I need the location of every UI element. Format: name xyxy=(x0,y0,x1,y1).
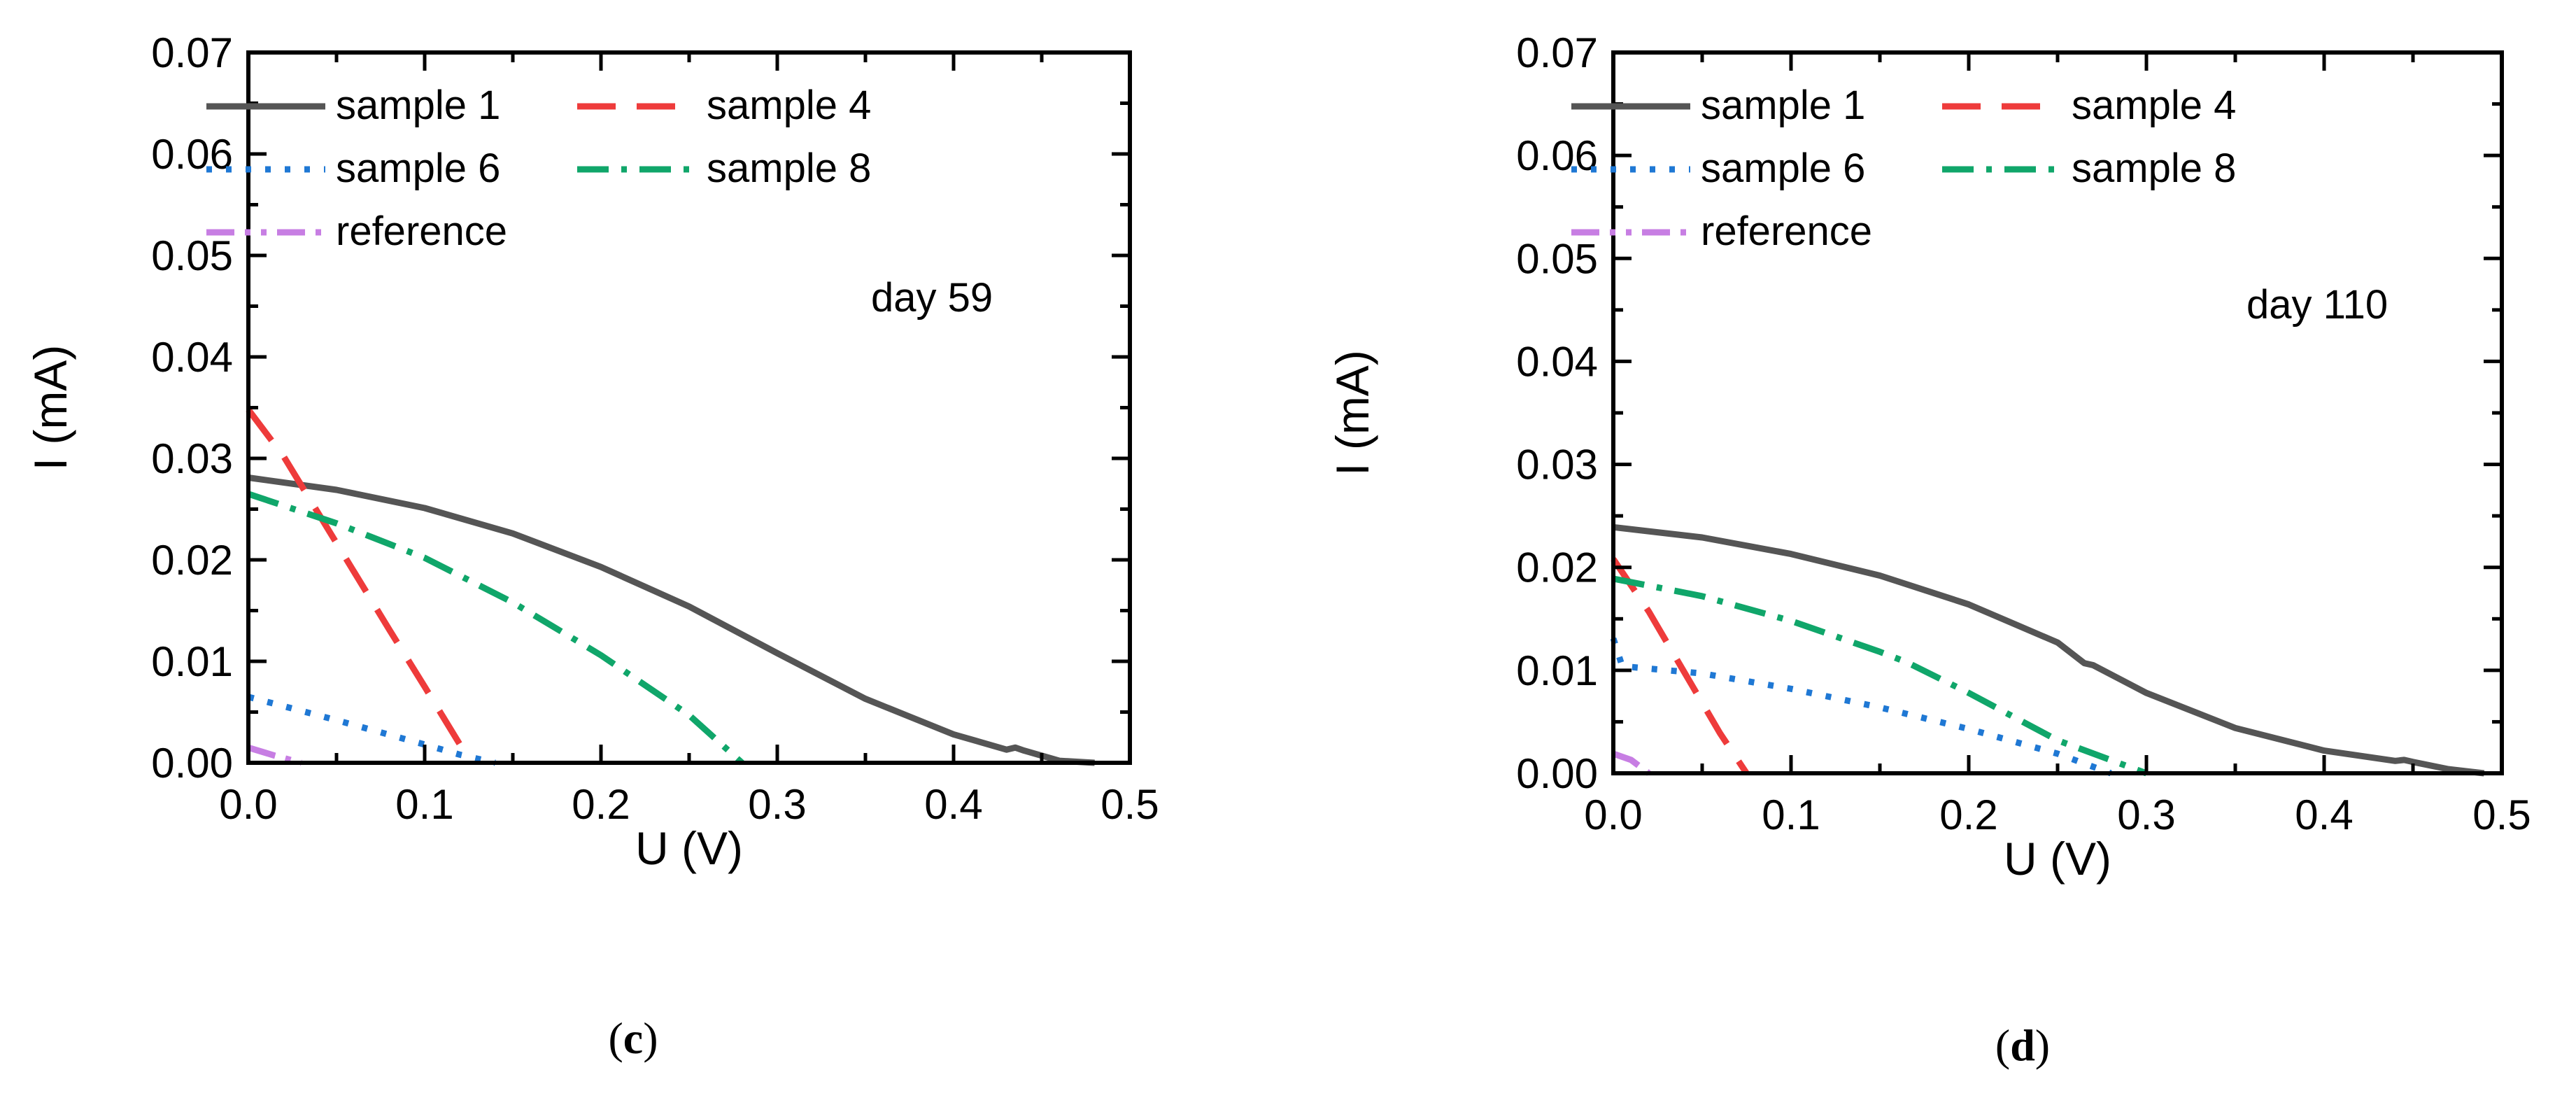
x-tick-label: 0.5 xyxy=(1101,781,1159,828)
day-annotation: day 110 xyxy=(2246,282,2388,328)
series-line-sample-6 xyxy=(247,694,496,766)
caption-open: ( xyxy=(608,1013,623,1063)
y-tick-label: 0.06 xyxy=(151,131,233,178)
caption-letter: d xyxy=(2010,1020,2035,1070)
y-axis-title: I (mA) xyxy=(1326,350,1378,476)
series-line-sample-1 xyxy=(248,474,1095,766)
chart-panel-d: 0.0 0.1 0.2 0.3 0.4 0.5 0.00 0.01 0.02 0.03 0.04 0.… xyxy=(1288,0,2576,1112)
chart-d: 0.0 0.1 0.2 0.3 0.4 0.5 0.00 0.01 0.02 0.03 0.04 0.… xyxy=(1326,29,2531,1070)
legend-label: sample 4 xyxy=(2072,83,2236,128)
x-tick-label: 0.5 xyxy=(2472,791,2531,838)
legend-label: sample 8 xyxy=(2072,146,2236,191)
legend-label: sample 6 xyxy=(1701,146,1865,191)
caption-close: ) xyxy=(643,1013,658,1063)
legend-label: sample 6 xyxy=(336,146,500,191)
y-tick-label: 0.02 xyxy=(1516,544,1598,591)
caption-open: ( xyxy=(1995,1020,2010,1070)
legend-label: sample 1 xyxy=(1701,83,1865,128)
x-tick-label: 0.1 xyxy=(1762,791,1820,838)
series-line-sample-8 xyxy=(247,491,744,766)
x-tick-label: 0.1 xyxy=(395,781,453,828)
legend: sample 1 sample 4 sample 6 sample 8 referenc… xyxy=(206,83,871,254)
series-group xyxy=(246,407,1095,766)
y-tick-label: 0.06 xyxy=(1516,132,1598,179)
y-tick-label: 0.00 xyxy=(151,740,233,787)
panel-caption: (c) xyxy=(608,1013,658,1063)
legend: sample 1 sample 4 sample 6 sample 8 referenc… xyxy=(1571,83,2236,254)
legend-label: sample 8 xyxy=(707,146,871,191)
y-tick-label: 0.07 xyxy=(1516,29,1598,76)
x-axis-title: U (V) xyxy=(2004,833,2111,885)
x-tick-label: 0.4 xyxy=(2295,791,2353,838)
x-tick-label: 0.2 xyxy=(572,781,630,828)
legend-label: sample 4 xyxy=(707,83,871,128)
series-line-sample-4 xyxy=(246,407,472,764)
x-tick-label: 0.0 xyxy=(219,781,277,828)
x-tick-label: 0.2 xyxy=(1939,791,1997,838)
x-tick-label: 0.3 xyxy=(2117,791,2175,838)
series-line-sample-8 xyxy=(1613,575,2148,777)
caption-letter: c xyxy=(623,1013,643,1063)
series-line-reference xyxy=(1612,750,1651,776)
y-tick-label: 0.01 xyxy=(1516,647,1598,694)
chart-c: 0.0 0.1 0.2 0.3 0.4 0.5 0.00 0.01 0.02 0.03 0.04 0.… xyxy=(24,29,1159,1063)
y-tick-label: 0.03 xyxy=(1516,442,1598,488)
y-tick-label: 0.05 xyxy=(151,232,233,279)
x-tick-label: 0.3 xyxy=(748,781,806,828)
series-line-sample-6 xyxy=(1610,637,2112,777)
legend-label: sample 1 xyxy=(336,83,500,128)
legend-label: reference xyxy=(336,209,507,254)
panel-caption: (d) xyxy=(1995,1020,2050,1070)
series-group xyxy=(1610,523,2485,777)
x-axis-title: U (V) xyxy=(635,822,743,874)
series-line-sample-4 xyxy=(1611,557,1750,775)
series-line-reference xyxy=(247,744,302,766)
y-tick-label: 0.01 xyxy=(151,638,233,685)
x-tick-label: 0.4 xyxy=(924,781,982,828)
y-tick-label: 0.02 xyxy=(151,537,233,584)
chart-panel-c: 0.0 0.1 0.2 0.3 0.4 0.5 0.00 0.01 0.02 0.03 0.04 0.… xyxy=(24,29,1159,1063)
series-line-sample-1 xyxy=(1613,523,2485,777)
day-annotation: day 59 xyxy=(871,275,993,321)
x-tick-label: 0.0 xyxy=(1584,791,1642,838)
y-tick-label: 0.00 xyxy=(1516,750,1598,797)
y-tick-label: 0.04 xyxy=(1516,338,1598,385)
y-tick-label: 0.07 xyxy=(151,29,233,76)
y-axis-title: I (mA) xyxy=(24,345,76,471)
y-tick-label: 0.05 xyxy=(1516,235,1598,282)
legend-label: reference xyxy=(1701,209,1872,254)
y-tick-label: 0.04 xyxy=(151,334,233,381)
y-tick-label: 0.03 xyxy=(151,435,233,482)
caption-close: ) xyxy=(2035,1020,2050,1070)
